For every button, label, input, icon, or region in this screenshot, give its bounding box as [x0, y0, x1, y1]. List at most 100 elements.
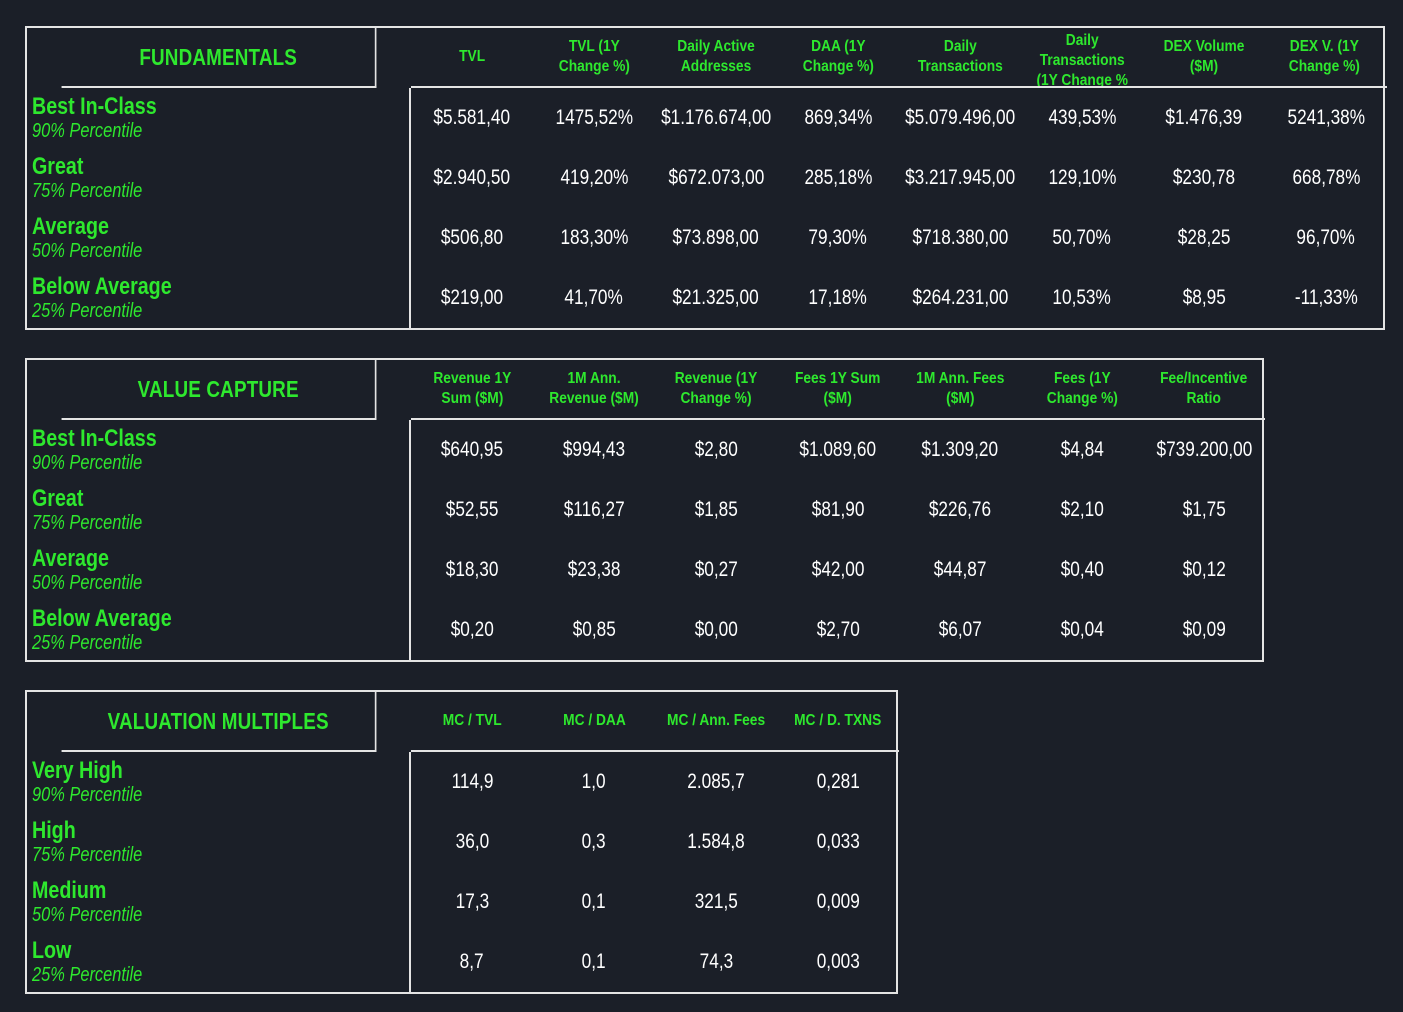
cell-value: $1,75: [1182, 498, 1226, 521]
column-header-label: DEX V. (1Y Change %): [1288, 38, 1360, 75]
cell-value: 1475,52%: [555, 106, 633, 129]
cell-value: 1,0: [582, 770, 606, 793]
cell-value: $994,43: [562, 438, 626, 461]
cell-value: -11,33%: [1294, 286, 1358, 309]
row-percentile: 50% Percentile: [32, 240, 143, 262]
column-header-label: Revenue (1Y Change %): [674, 370, 758, 407]
row-label-high: High 75% Percentile: [27, 812, 411, 872]
cell-value: $264.231,00: [912, 286, 1008, 309]
table-cell: $2,70: [777, 600, 899, 660]
column-header: MC / DAA: [533, 692, 655, 752]
cell-value: $81,90: [811, 498, 865, 521]
cell-value: 869,34%: [804, 106, 872, 129]
cell-value: 0,1: [582, 890, 606, 913]
row-label-average: Average 50% Percentile: [27, 540, 411, 600]
column-header: TVL (1Y Change %): [533, 28, 655, 88]
table-cell: $718.380,00: [899, 208, 1021, 268]
table-cell: $506,80: [411, 208, 533, 268]
table-cell: $44,87: [899, 540, 1021, 600]
table-cell: $1.176.674,00: [655, 88, 777, 148]
column-header: Fee/Incentive Ratio: [1143, 360, 1265, 420]
row-label-great: Great 75% Percentile: [27, 480, 411, 540]
row-name: Very High: [32, 757, 123, 784]
row-percentile: 25% Percentile: [32, 632, 143, 654]
table-cell: $116,27: [533, 480, 655, 540]
table-cell: 321,5: [655, 872, 777, 932]
cell-value: 10,53%: [1052, 286, 1112, 309]
table-cell: 74,3: [655, 932, 777, 992]
cell-value: $2,10: [1060, 498, 1104, 521]
fundamentals-table: FUNDAMENTALS TVL TVL (1Y Change %) Daily Ac…: [25, 26, 1387, 330]
table-cell: $994,43: [533, 420, 655, 480]
table-cell: $0,04: [1021, 600, 1143, 660]
cell-value: 36,0: [455, 830, 489, 853]
table-cell: 114,9: [411, 752, 533, 812]
row-percentile: 25% Percentile: [32, 300, 143, 322]
table-cell: 50,70%: [1021, 208, 1143, 268]
table-cell: 41,70%: [533, 268, 655, 328]
column-header-label: MC / Ann. Fees: [666, 712, 766, 729]
cell-value: 41,70%: [564, 286, 624, 309]
cell-value: 0,1: [582, 950, 606, 973]
cell-value: 668,78%: [1292, 166, 1360, 189]
cell-value: 0,033: [816, 830, 860, 853]
table-cell: $2,10: [1021, 480, 1143, 540]
table-cell: $1.089,60: [777, 420, 899, 480]
cell-value: $6,07: [938, 618, 982, 641]
cell-value: $226,76: [928, 498, 992, 521]
column-header-label: TVL (1Y Change %): [558, 38, 630, 75]
table-cell: $0,27: [655, 540, 777, 600]
table-cell: $0,40: [1021, 540, 1143, 600]
row-percentile: 50% Percentile: [32, 904, 143, 926]
column-header-label: Daily Active Addresses: [677, 38, 755, 75]
table-cell: $5.581,40: [411, 88, 533, 148]
row-percentile: 25% Percentile: [32, 964, 143, 986]
row-label-below-average: Below Average 25% Percentile: [27, 600, 411, 660]
column-header: Fees (1Y Change %): [1021, 360, 1143, 420]
cell-value: $506,80: [440, 226, 504, 249]
table-cell: $73.898,00: [655, 208, 777, 268]
cell-value: $23,38: [567, 558, 621, 581]
column-header-label: MC / D. TXNS: [794, 712, 882, 729]
table-cell: 17,3: [411, 872, 533, 932]
column-header-label: MC / TVL: [442, 712, 502, 729]
cell-value: $21.325,00: [672, 286, 760, 309]
cell-value: 74,3: [699, 950, 733, 973]
table-cell: $23,38: [533, 540, 655, 600]
table-cell: 1,0: [533, 752, 655, 812]
cell-value: 1.584,8: [687, 830, 745, 853]
row-name: Great: [32, 153, 84, 180]
table-cell: $2.940,50: [411, 148, 533, 208]
table-cell: $0,12: [1143, 540, 1265, 600]
row-percentile: 75% Percentile: [32, 180, 143, 202]
cell-value: 0,003: [816, 950, 860, 973]
cell-value: 50,70%: [1052, 226, 1112, 249]
table-cell: $1.309,20: [899, 420, 1021, 480]
table-cell: $0,00: [655, 600, 777, 660]
valuation-multiples-table: VALUATION MULTIPLES MC / TVL MC / DAA MC / …: [25, 690, 899, 994]
cell-value: $2.940,50: [433, 166, 511, 189]
cell-value: $230,78: [1172, 166, 1236, 189]
column-header: MC / D. TXNS: [777, 692, 899, 752]
table-cell: 0,1: [533, 932, 655, 992]
table-cell: $3.217.945,00: [899, 148, 1021, 208]
cell-value: $44,87: [933, 558, 987, 581]
cell-value: $2,70: [816, 618, 860, 641]
table-cell: $5.079.496,00: [899, 88, 1021, 148]
cell-value: 8,7: [460, 950, 484, 973]
cell-value: $0,12: [1182, 558, 1226, 581]
column-header: TVL: [411, 28, 533, 88]
column-header-label: Fees 1Y Sum ($M): [795, 370, 881, 407]
cell-value: $1.089,60: [799, 438, 877, 461]
table-cell: 129,10%: [1021, 148, 1143, 208]
table-cell: $8,95: [1143, 268, 1265, 328]
row-label-very-high: Very High 90% Percentile: [27, 752, 411, 812]
row-label-average: Average 50% Percentile: [27, 208, 411, 268]
table-cell: 10,53%: [1021, 268, 1143, 328]
column-header-label: Daily Transactions (1Y Change %: [1036, 32, 1128, 88]
row-name: Best In-Class: [32, 425, 157, 452]
cell-value: $8,95: [1182, 286, 1226, 309]
row-name: Low: [32, 937, 72, 964]
column-header-label: DEX Volume ($M): [1163, 38, 1245, 75]
table-cell: $18,30: [411, 540, 533, 600]
